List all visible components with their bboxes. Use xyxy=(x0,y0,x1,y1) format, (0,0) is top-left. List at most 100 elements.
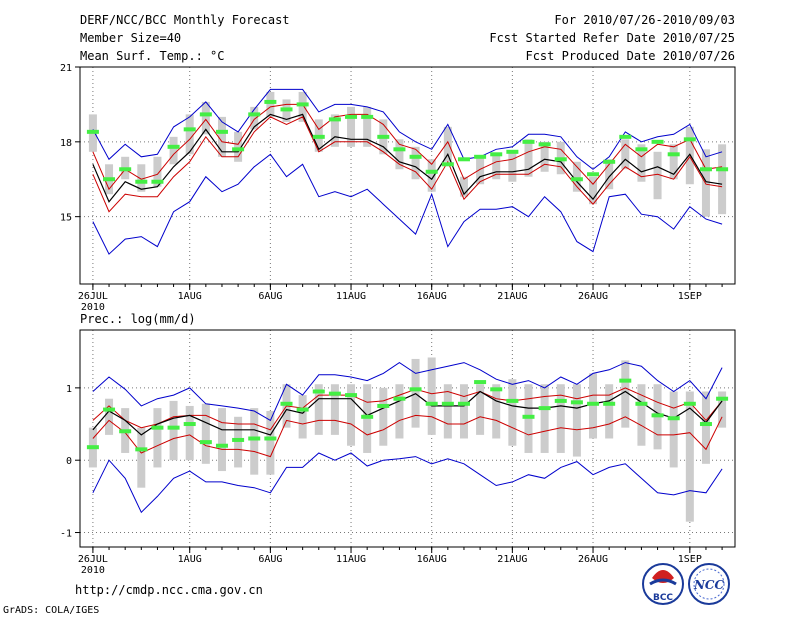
temp-observed-mark-23 xyxy=(441,162,454,167)
temp-observed-mark-18 xyxy=(361,114,374,119)
ncc-logo-text: NCC xyxy=(693,578,725,592)
precip-observed-mark-39 xyxy=(699,422,712,427)
precip-spread-bar-5 xyxy=(153,408,162,468)
precip-observed-mark-35 xyxy=(635,401,648,406)
precip-spread-bar-15 xyxy=(314,384,323,435)
temp-spread-bar-25 xyxy=(476,156,485,185)
bcc-logo-text: BCC xyxy=(653,593,673,603)
precip-observed-mark-29 xyxy=(538,406,551,411)
temp-spread-bar-20 xyxy=(395,139,404,170)
precip-observed-mark-24 xyxy=(457,401,470,406)
temp-spread-bar-34 xyxy=(621,139,630,170)
temp-observed-mark-26 xyxy=(490,152,503,157)
precip-min-line xyxy=(92,452,723,514)
temp-ytick-label-0: 15 xyxy=(60,213,72,224)
temp-observed-mark-2 xyxy=(103,177,116,182)
temp-observed-mark-10 xyxy=(232,147,245,152)
precip-spread-bar-38 xyxy=(685,391,694,522)
temp-observed-mark-34 xyxy=(619,134,632,139)
precip-xtick-label-1: 1AUG xyxy=(178,554,202,565)
precip-spread-bar-23 xyxy=(443,384,452,439)
chart-title: DERF/NCC/BCC Monthly Forecast xyxy=(80,13,290,27)
precip-title: Prec.: log(mm/d) xyxy=(80,312,196,326)
temp-observed-mark-6 xyxy=(167,144,180,149)
precip-observed-mark-22 xyxy=(425,401,438,406)
temp-mean-line xyxy=(92,113,723,203)
temp-xtick-label-7: 1SEP xyxy=(678,291,702,302)
precip-observed-mark-27 xyxy=(506,398,519,403)
precip-observed-mark-26 xyxy=(490,387,503,392)
precip-observed-mark-14 xyxy=(296,407,309,412)
precip-xtick-label-3: 11AUG xyxy=(336,554,366,565)
temp-observed-mark-3 xyxy=(119,167,132,172)
precip-observed-mark-32 xyxy=(587,401,600,406)
temp-observed-mark-27 xyxy=(506,149,519,154)
precip-observed-mark-33 xyxy=(603,401,616,406)
temp-spread-bar-14 xyxy=(298,91,307,122)
temp-spread-bar-29 xyxy=(540,141,549,172)
precip-spread-bar-4 xyxy=(137,427,146,488)
temp-plot-frame xyxy=(79,66,736,285)
temp-ytick-label-1: 18 xyxy=(60,138,72,149)
temp-observed-mark-21 xyxy=(409,154,422,159)
precip-spread-bar-22 xyxy=(427,357,436,435)
temp-observed-mark-13 xyxy=(280,107,293,112)
temp-observed-mark-12 xyxy=(264,99,277,104)
temp-spread-bar-7 xyxy=(185,114,194,155)
temp-observed-mark-8 xyxy=(199,112,212,117)
temp-xtick-label-2: 6AUG xyxy=(258,291,282,302)
precip-observed-mark-6 xyxy=(167,425,180,430)
temp-spread-bar-39 xyxy=(701,149,710,217)
temp-spread-bar-4 xyxy=(137,164,146,192)
temp-observed-mark-36 xyxy=(651,139,664,144)
temp-observed-mark-9 xyxy=(215,129,228,134)
forecast-period-label: For 2010/07/26-2010/09/03 xyxy=(554,13,735,27)
precip-spread-bar-27 xyxy=(508,379,517,446)
temp-observed-mark-17 xyxy=(345,114,358,119)
precip-observed-mark-15 xyxy=(312,389,325,394)
precip-observed-mark-40 xyxy=(716,396,729,401)
precip-spread-bar-6 xyxy=(169,400,178,461)
temp-spread-bar-9 xyxy=(217,116,226,157)
precip-observed-mark-9 xyxy=(215,443,228,448)
precip-xtick-label-7: 1SEP xyxy=(678,554,702,565)
precip-observed-mark-25 xyxy=(474,380,487,385)
precip-year-label: 2010 xyxy=(81,565,105,576)
temp-spread-bar-11 xyxy=(250,106,259,130)
temp-lower-line xyxy=(92,116,723,213)
precip-xtick-label-2: 6AUG xyxy=(258,554,282,565)
precip-observed-mark-11 xyxy=(248,436,261,441)
precip-observed-mark-3 xyxy=(119,429,132,434)
precip-observed-mark-16 xyxy=(328,391,341,396)
temp-observed-mark-4 xyxy=(135,179,148,184)
source-url[interactable]: http://cmdp.ncc.cma.gov.cn xyxy=(75,583,263,597)
grads-credit: GrADS: COLA/IGES xyxy=(3,605,99,616)
temp-xtick-label-0: 26JUL xyxy=(78,291,108,302)
precip-spread-bar-32 xyxy=(589,373,598,439)
temp-xtick-label-6: 26AUG xyxy=(578,291,608,302)
precip-spread-bar-11 xyxy=(250,408,259,475)
precip-spread-bar-29 xyxy=(540,384,549,453)
precip-upper-line xyxy=(92,387,723,431)
precip-spread-bar-40 xyxy=(718,391,727,428)
member-size-label: Member Size=40 xyxy=(80,31,181,45)
precip-observed-mark-10 xyxy=(232,437,245,442)
precip-spread-bar-7 xyxy=(185,405,194,461)
precip-spread-bar-35 xyxy=(637,384,646,446)
temp-observed-mark-28 xyxy=(522,139,535,144)
start-date-label: Fcst Started Refer Date 2010/07/25 xyxy=(489,31,735,45)
temp-observed-mark-11 xyxy=(248,112,261,117)
temp-ytick-label-2: 21 xyxy=(60,63,72,74)
temp-observed-mark-14 xyxy=(296,102,309,107)
temp-year-label: 2010 xyxy=(81,302,105,313)
precip-observed-mark-7 xyxy=(183,422,196,427)
produced-date-label: Fcst Produced Date 2010/07/26 xyxy=(525,49,735,63)
temp-observed-mark-31 xyxy=(570,177,583,182)
temp-observed-mark-37 xyxy=(667,152,680,157)
precip-spread-bar-31 xyxy=(572,384,581,457)
precip-spread-bar-37 xyxy=(669,391,678,468)
variable-label: Mean Surf. Temp.: °C xyxy=(80,49,225,63)
temp-observed-mark-35 xyxy=(635,147,648,152)
precip-plot-frame xyxy=(79,329,736,548)
temp-spread-bar-8 xyxy=(201,101,210,135)
